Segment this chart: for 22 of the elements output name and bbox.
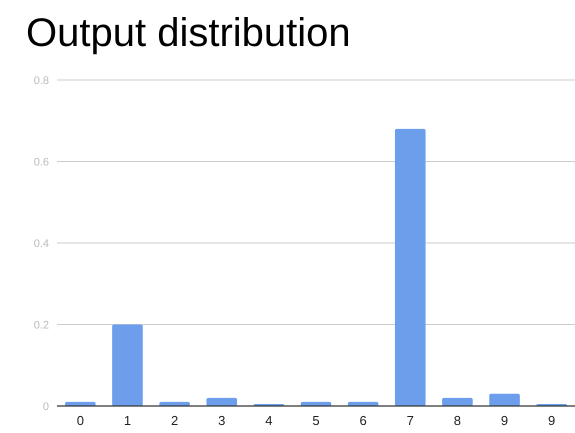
x-tick-label: 6: [360, 413, 367, 428]
x-tick-label: 5: [312, 413, 320, 428]
x-tick-label: 1: [124, 413, 132, 428]
x-tick-label: 4: [265, 413, 272, 428]
x-tick-label: 8: [454, 413, 462, 428]
x-tick-label: 7: [406, 413, 414, 428]
x-tick-label: 9: [500, 413, 508, 428]
x-tick-label: 2: [170, 413, 178, 428]
x-tick-label: 0: [76, 413, 84, 428]
y-tick-label: 0.2: [34, 319, 49, 332]
bar: [442, 398, 473, 406]
bar: [489, 394, 520, 406]
y-tick-label: 0: [42, 400, 49, 413]
bar: [394, 128, 426, 406]
x-tick-label: 9: [548, 413, 556, 428]
bar: [206, 398, 238, 406]
y-tick-label: 0.8: [34, 74, 49, 87]
y-tick-label: 0.4: [34, 238, 49, 250]
x-tick-label: 3: [218, 413, 226, 428]
chart-title: Output distribution: [26, 11, 351, 55]
bar: [112, 324, 143, 406]
y-tick-label: 0.6: [34, 156, 49, 168]
